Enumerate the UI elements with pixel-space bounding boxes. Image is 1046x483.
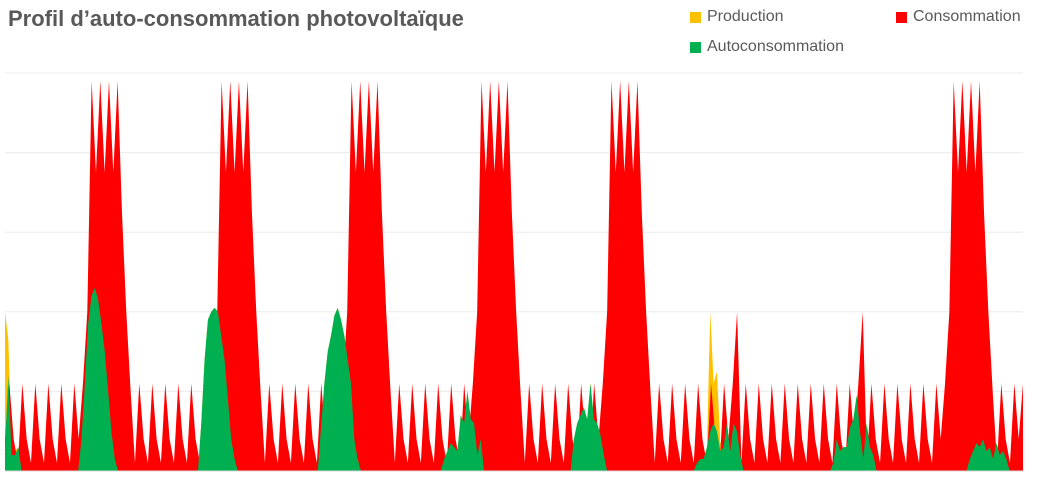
legend-item-autoconsommation[interactable]: Autoconsommation [690,38,844,56]
legend-label-consommation: Consommation [913,8,1021,25]
legend-item-consommation[interactable]: Consommation [896,8,1021,26]
legend-label-autoconsommation: Autoconsommation [707,38,844,55]
legend-swatch-consommation-icon [896,11,907,23]
legend-item-production[interactable]: Production [690,8,784,26]
legend-swatch-production-icon [690,11,701,23]
chart-title: Profil d’auto-consommation photovoltaïqu… [8,6,464,31]
series-area-consommation [5,80,1023,472]
legend-swatch-autoconsommation-icon [690,41,701,53]
series-area-autoconsommation [5,287,1023,471]
legend-label-production: Production [707,8,784,25]
